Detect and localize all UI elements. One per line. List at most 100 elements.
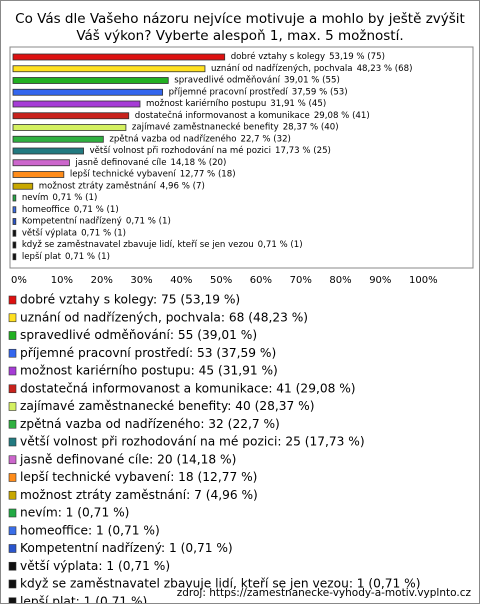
legend-label: dostatečná informovanost a komunikace: 4…	[20, 381, 356, 395]
source: zdroj: https://zamestnanecke-vyhody-a-mo…	[177, 587, 472, 599]
bar	[12, 135, 104, 143]
bar-category: dobré vztahy s kolegy	[231, 51, 325, 62]
legend-label: když se zaměstnavatel zbavuje lidí, kteř…	[20, 577, 421, 591]
legend-swatch	[8, 544, 17, 553]
bar	[12, 124, 127, 131]
legend-swatch	[8, 419, 17, 429]
bar-category: lepší plat	[22, 250, 62, 261]
bar-value-label: 48,23 % (68)	[357, 63, 413, 73]
legend-swatch	[8, 579, 17, 589]
legend-swatch	[8, 313, 17, 323]
bar-value-label: 0,71 % (1)	[74, 204, 119, 214]
bar-label: příjemné pracovní prostředí 37,59 % (53)	[169, 86, 348, 97]
legend-label: větší volnost při rozhodování na mé pozi…	[20, 435, 365, 449]
bar-value-label: 53,19 % (75)	[329, 52, 385, 62]
bar-value-label: 29,08 % (41)	[314, 110, 370, 120]
bar	[12, 112, 130, 120]
x-tick-label: 90%	[369, 275, 391, 286]
bar-value-label: 28,37 % (40)	[283, 122, 339, 132]
bar-value-label: 37,59 % (53)	[292, 87, 348, 97]
bar	[12, 53, 226, 61]
legend-swatch	[8, 295, 17, 305]
bar-label: homeoffice 0,71 % (1)	[22, 204, 119, 214]
bar-label: když se zaměstnavatel zbavuje lidí, kteř…	[22, 239, 303, 250]
legend-swatch	[8, 331, 17, 340]
bar-category: možnost kariérního postupu	[146, 98, 266, 109]
bar-category: jasně definované cíle	[74, 156, 166, 167]
x-tick-label: 100%	[409, 275, 438, 286]
bar-value-label: 4,96 % (7)	[160, 181, 205, 191]
bar-label: větší volnost při rozhodování na mé pozi…	[90, 145, 331, 156]
bar-label: zpětná vazba od nadřízeného 22,7 % (32)	[109, 133, 291, 144]
bar-value-label: 39,01 % (55)	[284, 75, 340, 85]
bar-value-label: 0,71 % (1)	[52, 193, 97, 203]
legend-swatch	[8, 384, 17, 394]
bar-label: možnost kariérního postupu 31,91 % (45)	[146, 98, 326, 109]
bar	[12, 229, 17, 237]
legend-label: lepší plat: 1 (0,71 %)	[20, 594, 147, 603]
x-tick-label: 0%	[11, 275, 27, 286]
legend-swatch	[8, 455, 17, 465]
bar-category: možnost ztráty zaměstnání	[39, 180, 157, 191]
bar	[12, 147, 84, 155]
bar-label: dostatečná informovanost a komunikace 29,…	[135, 109, 370, 120]
x-tick-label: 10%	[51, 275, 73, 286]
bar	[12, 253, 17, 261]
bar	[12, 159, 70, 167]
bar-category: zpětná vazba od nadřízeného	[109, 133, 236, 144]
bar-category: zajímavé zaměstnanecké benefity	[132, 121, 279, 132]
bar-value-label: 14,18 % (20)	[170, 157, 226, 167]
bar-category: nevím	[22, 193, 49, 203]
bar-value-label: 22,7 % (32)	[241, 134, 291, 144]
bar-label: možnost ztráty zaměstnání 4,96 % (7)	[39, 180, 205, 191]
legend-label: příjemné pracovní prostředí: 53 (37,59 %…	[20, 346, 276, 360]
bar-category: Kompetentní nadřízený	[22, 216, 122, 226]
bar-category: uznání od nadřízených, pochvala	[211, 63, 353, 73]
bar-label: lepší technické vybavení 12,77 % (18)	[70, 168, 236, 179]
legend-label: spravedlivé odměňování: 55 (39,01 %)	[20, 328, 257, 342]
bar-label: dobré vztahy s kolegy 53,19 % (75)	[231, 51, 385, 62]
bar	[12, 171, 65, 178]
bar	[12, 65, 206, 73]
bar-label: nevím 0,71 % (1)	[22, 193, 98, 203]
legend-label: jasně definované cíle: 20 (14,18 %)	[19, 452, 236, 466]
bar-label: lepší plat 0,71 % (1)	[22, 250, 110, 261]
legend-label: zajímavé zaměstnanecké benefity: 40 (28,…	[20, 399, 315, 413]
bar-value-label: 0,71 % (1)	[81, 228, 126, 238]
bar-category: spravedlivé odměňování	[174, 74, 280, 85]
bar-value-label: 0,71 % (1)	[126, 216, 171, 226]
x-tick-label: 20%	[91, 275, 113, 286]
x-tick-label: 80%	[329, 275, 351, 286]
legend-swatch	[8, 366, 17, 376]
bar-value-label: 0,71 % (1)	[258, 240, 303, 250]
bar-value-label: 17,73 % (25)	[275, 146, 331, 156]
bar-category: příjemné pracovní prostředí	[169, 86, 289, 97]
bar-category: lepší technické vybavení	[70, 168, 177, 179]
bar-category: větší výplata	[22, 227, 77, 238]
bar	[12, 218, 17, 225]
bar-label: jasně definované cíle 14,18 % (20)	[74, 156, 226, 167]
bar	[12, 182, 34, 190]
x-tick-label: 70%	[290, 275, 312, 286]
bar	[12, 88, 164, 96]
bar	[12, 77, 169, 84]
bar-category: když se zaměstnavatel zbavuje lidí, kteř…	[22, 239, 254, 250]
legend-label: dobré vztahy s kolegy: 75 (53,19 %)	[20, 293, 240, 307]
legend-swatch	[8, 473, 17, 482]
bar-category: homeoffice	[22, 204, 70, 214]
legend-swatch	[8, 508, 17, 518]
bar-category: dostatečná informovanost a komunikace	[135, 109, 310, 120]
legend-swatch	[8, 437, 17, 447]
legend-swatch	[8, 597, 17, 603]
bar	[12, 194, 17, 202]
bar	[12, 206, 17, 214]
x-tick-label: 50%	[210, 275, 232, 286]
bar-value-label: 31,91 % (45)	[270, 99, 326, 109]
legend-swatch	[8, 348, 17, 358]
legend-label: homeoffice: 1 (0,71 %)	[20, 523, 160, 537]
bar-label: Kompetentní nadřízený 0,71 % (1)	[22, 216, 171, 226]
bar	[12, 241, 17, 249]
legend-swatch	[8, 490, 17, 500]
